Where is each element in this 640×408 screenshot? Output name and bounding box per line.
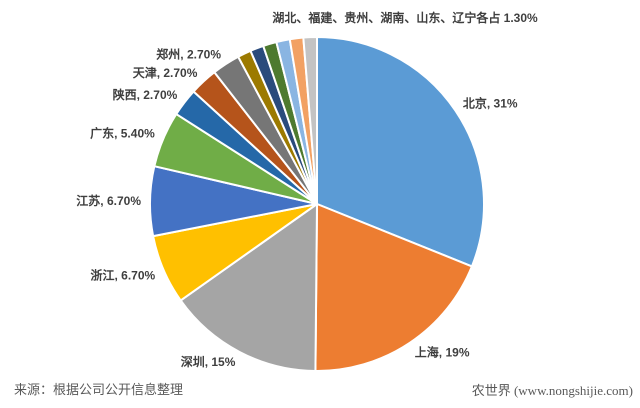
- source-note: 来源：根据公司公开信息整理: [14, 382, 184, 397]
- small-slices-annotation: 湖北、福建、贵州、湖南、山东、辽宁各占 1.30%: [272, 11, 538, 25]
- slice-label-4: 江苏, 6.70%: [76, 193, 141, 208]
- slice-label-0: 北京, 31%: [463, 96, 518, 111]
- slice-label-5: 广东, 5.40%: [90, 126, 155, 141]
- pie-slice-14: [302, 36, 318, 205]
- slice-label-1: 上海, 19%: [415, 344, 470, 359]
- slice-label-7: 天津, 2.70%: [133, 65, 198, 80]
- pie-slice-0: [316, 36, 485, 268]
- pie-slice-2: [179, 203, 318, 372]
- pie-slice-1: [314, 203, 473, 372]
- slice-label-2: 深圳, 15%: [181, 354, 236, 369]
- slice-label-8: 郑州, 2.70%: [156, 47, 221, 62]
- slice-label-3: 浙江, 6.70%: [90, 267, 155, 282]
- slice-label-6: 陕西, 2.70%: [113, 87, 178, 102]
- watermark: 农世界 (www.nongshijie.com): [471, 383, 633, 398]
